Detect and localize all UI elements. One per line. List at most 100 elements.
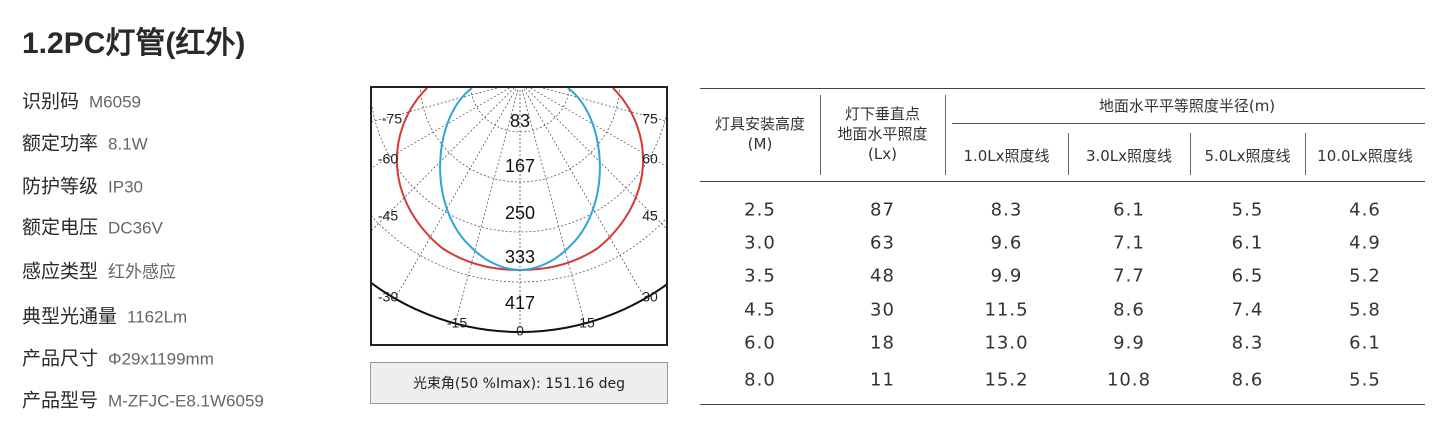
- angle-label: -15: [447, 315, 467, 331]
- table-cell: 30: [870, 299, 895, 321]
- header-cell: 3.0Lx照度线: [1085, 147, 1173, 165]
- header-cell: (Lx): [868, 145, 897, 163]
- angle-label: -60: [378, 151, 398, 167]
- spec-row: 防护等级 IP30: [22, 172, 143, 199]
- grid-ray: [525, 88, 666, 229]
- title: 1.2PC灯管(红外): [22, 27, 246, 60]
- table-cell: 4.6: [1349, 199, 1381, 221]
- table-cell: 9.9: [1113, 332, 1145, 354]
- table-cell: 13.0: [984, 332, 1029, 354]
- table-cell: 6.0: [744, 332, 776, 354]
- angle-label: 60: [642, 151, 658, 167]
- radial-label: 417: [505, 293, 535, 313]
- spec-label: 典型光通量: [22, 305, 118, 328]
- header-cell: 灯具安装高度: [714, 115, 806, 133]
- table-cell: 10.8: [1106, 369, 1152, 391]
- table-cell: 11: [870, 369, 895, 391]
- angle-label: -30: [378, 289, 398, 305]
- spec-label: 额定功率: [22, 132, 99, 155]
- table-cell: 8.6: [1113, 299, 1145, 321]
- grid-ray: [394, 88, 517, 299]
- spec-value: IP30: [108, 177, 143, 197]
- spec-label: 产品尺寸: [22, 347, 99, 370]
- radial-label: 83: [510, 111, 530, 131]
- header-cell: 1.0Lx照度线: [963, 147, 1050, 165]
- grid-ray: [372, 88, 511, 168]
- spec-row: 产品尺寸 Φ29x1199mm: [22, 344, 214, 371]
- table-top-line: [700, 88, 1425, 89]
- spec-value: 红外感应: [108, 262, 177, 282]
- table-cell: 7.4: [1231, 299, 1264, 321]
- spec-value: 8.1W: [108, 134, 148, 154]
- table-cell: 6.1: [1113, 199, 1145, 221]
- header-bottom-line: [700, 181, 1425, 182]
- angle-label: -75: [382, 111, 402, 127]
- table-cell: 15.2: [984, 369, 1029, 391]
- polar-grid: [372, 88, 666, 333]
- angle-label: 45: [642, 208, 658, 224]
- table-cell: 7.1: [1113, 232, 1145, 254]
- column-separator: [1068, 133, 1069, 175]
- header-cell: 5.0Lx照度线: [1204, 147, 1291, 165]
- table-cell: 3.5: [744, 265, 776, 287]
- spec-value: 1162Lm: [127, 307, 188, 327]
- spec-label: 感应类型: [22, 260, 99, 283]
- spec-row: 额定电压 DC36V: [22, 213, 163, 240]
- table-cell: 11.5: [984, 299, 1029, 321]
- radial-label: 333: [505, 247, 535, 267]
- table-cell: 5.8: [1349, 299, 1381, 321]
- header-cell: 灯下垂直点: [844, 105, 921, 123]
- radial-label: 167: [505, 156, 535, 176]
- spec-row: 识别码 M6059: [22, 87, 141, 114]
- table-cell: 8.3: [1231, 332, 1264, 354]
- table-cell: 3.0: [744, 232, 776, 254]
- table-cell: 48: [870, 265, 895, 287]
- table-cell: 63: [870, 232, 895, 254]
- header-cell: (M): [747, 135, 773, 153]
- angle-label: 30: [642, 289, 658, 305]
- spec-value: Φ29x1199mm: [108, 349, 214, 369]
- grid-ray: [372, 88, 499, 123]
- beam-angle-caption: 光束角(50 %Imax): 151.16 deg: [370, 362, 668, 404]
- grid-ray: [529, 88, 666, 167]
- grid-ray: [521, 88, 586, 324]
- table-cell: 9.6: [990, 232, 1023, 254]
- header-cell: 10.0Lx照度线: [1317, 147, 1413, 165]
- table-cell: 9.9: [990, 265, 1023, 287]
- spec-label: 防护等级: [22, 175, 99, 198]
- header-group-line: [952, 123, 1425, 124]
- table-cell: 2.5: [744, 199, 776, 221]
- outer-arc: [372, 282, 666, 333]
- angle-label: -45: [378, 208, 398, 224]
- grid-ray: [523, 88, 646, 299]
- header-cell: 地面水平照度: [837, 125, 928, 143]
- spec-value: M6059: [89, 92, 141, 112]
- table-cell: 6.5: [1231, 265, 1264, 287]
- table-cell: 4.9: [1349, 232, 1381, 254]
- table-cell: 87: [870, 199, 895, 221]
- table-cell: 5.5: [1231, 199, 1264, 221]
- table-cell: 6.1: [1349, 332, 1381, 354]
- column-separator: [945, 95, 946, 175]
- spec-row: 产品型号 M-ZFJC-E8.1W6059: [22, 386, 264, 413]
- table-cell: 8.3: [990, 199, 1023, 221]
- table-cell: 4.5: [744, 299, 776, 321]
- table-bottom-line: [700, 404, 1425, 405]
- grid-ray: [454, 88, 519, 324]
- table-cell: 6.1: [1231, 232, 1264, 254]
- table-cell: 8.6: [1231, 369, 1264, 391]
- blue-curve: [439, 88, 601, 272]
- header-cell: 地面水平平等照度半径(m): [1098, 97, 1276, 115]
- angle-label: 15: [579, 315, 595, 331]
- spec-label: 产品型号: [22, 389, 99, 412]
- table-cell: 5.2: [1349, 265, 1381, 287]
- column-separator: [1305, 133, 1306, 175]
- angle-label: 75: [642, 111, 658, 127]
- column-separator: [1190, 133, 1191, 175]
- grid-ray: [372, 88, 515, 231]
- angle-label: 0: [516, 323, 524, 339]
- spec-label: 识别码: [22, 90, 80, 113]
- table-cell: 5.5: [1349, 369, 1381, 391]
- table-cell: 18: [870, 332, 895, 354]
